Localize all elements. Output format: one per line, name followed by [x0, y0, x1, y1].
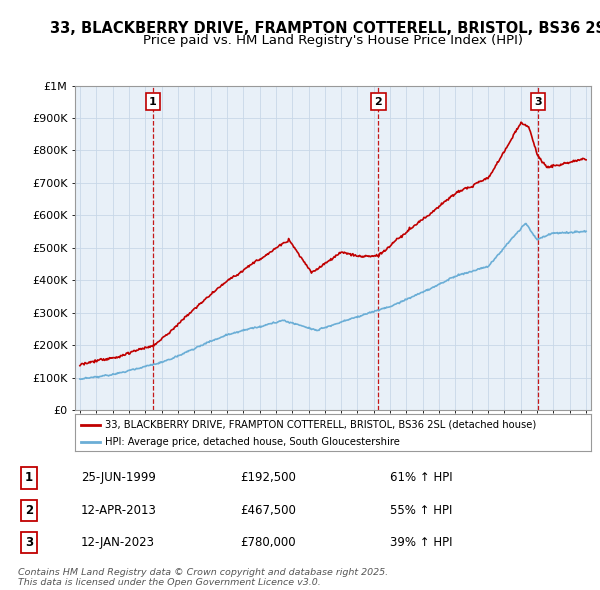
Text: 12-JAN-2023: 12-JAN-2023	[81, 536, 155, 549]
Text: 39% ↑ HPI: 39% ↑ HPI	[390, 536, 452, 549]
Text: 33, BLACKBERRY DRIVE, FRAMPTON COTTERELL, BRISTOL, BS36 2SL: 33, BLACKBERRY DRIVE, FRAMPTON COTTERELL…	[50, 21, 600, 35]
Text: £467,500: £467,500	[240, 504, 296, 517]
Text: 33, BLACKBERRY DRIVE, FRAMPTON COTTERELL, BRISTOL, BS36 2SL (detached house): 33, BLACKBERRY DRIVE, FRAMPTON COTTERELL…	[105, 419, 536, 430]
Text: £780,000: £780,000	[240, 536, 296, 549]
Text: HPI: Average price, detached house, South Gloucestershire: HPI: Average price, detached house, Sout…	[105, 437, 400, 447]
Text: Contains HM Land Registry data © Crown copyright and database right 2025.
This d: Contains HM Land Registry data © Crown c…	[18, 568, 388, 587]
Text: 3: 3	[534, 97, 542, 107]
Text: £192,500: £192,500	[240, 471, 296, 484]
Text: 12-APR-2013: 12-APR-2013	[81, 504, 157, 517]
Text: 55% ↑ HPI: 55% ↑ HPI	[390, 504, 452, 517]
Text: 61% ↑ HPI: 61% ↑ HPI	[390, 471, 452, 484]
Text: 1: 1	[149, 97, 157, 107]
Text: 3: 3	[25, 536, 33, 549]
Text: 2: 2	[25, 504, 33, 517]
Text: 1: 1	[25, 471, 33, 484]
Text: Price paid vs. HM Land Registry's House Price Index (HPI): Price paid vs. HM Land Registry's House …	[143, 34, 523, 47]
Text: 25-JUN-1999: 25-JUN-1999	[81, 471, 156, 484]
Text: 2: 2	[374, 97, 382, 107]
